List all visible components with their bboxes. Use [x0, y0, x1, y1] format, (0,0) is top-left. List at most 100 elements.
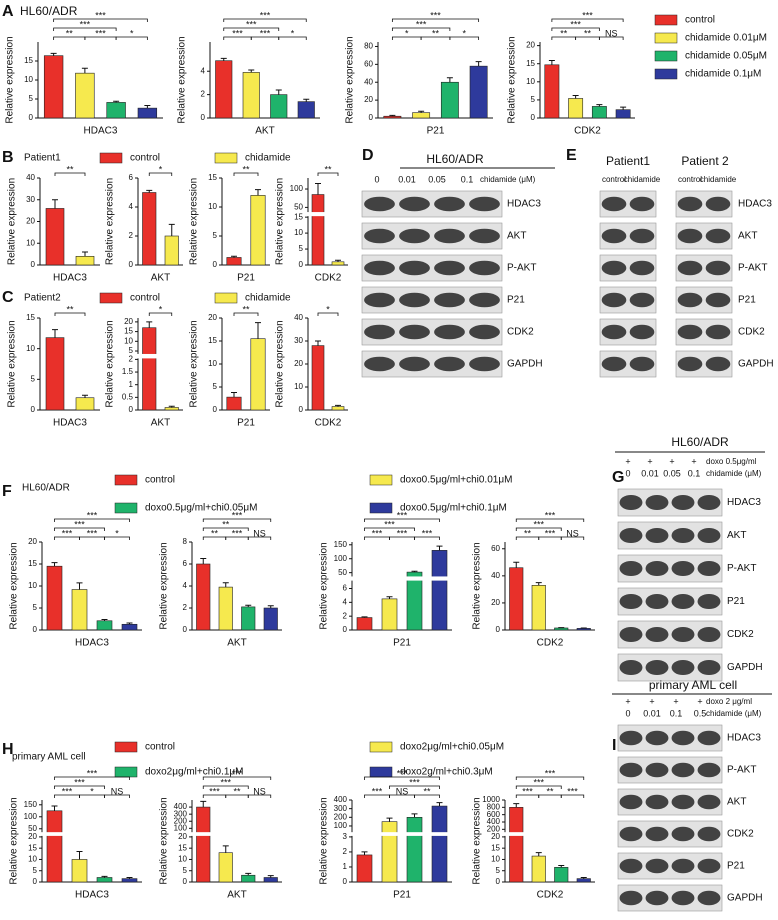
- protein-label: P21: [727, 861, 745, 872]
- legend-swatch: [99, 292, 123, 304]
- y-tick-label: 2: [129, 355, 134, 364]
- blot-band: [364, 196, 395, 212]
- bar: [544, 64, 560, 119]
- y-axis-label: Relative expression: [159, 542, 170, 629]
- axis-break: [347, 832, 452, 836]
- sig-label: *: [159, 164, 163, 174]
- sig-label: ***: [409, 777, 420, 787]
- blot-band: [671, 762, 695, 778]
- sig-bracket: [115, 36, 148, 40]
- legend-swatch: [654, 68, 678, 80]
- y-tick-label: 2: [343, 847, 348, 856]
- sig-label: NS: [605, 28, 618, 38]
- y-tick-label: 0: [129, 405, 134, 414]
- y-axis-label: Relative expression: [7, 320, 18, 407]
- blot-band: [671, 593, 695, 610]
- legend-label: doxo2μg/ml+chi0.1μM: [145, 767, 244, 778]
- y-tick-label: 0: [183, 877, 188, 886]
- y-axis-label: Relative expression: [9, 542, 20, 629]
- bar: [469, 65, 488, 119]
- y-tick-label: 400: [487, 817, 501, 826]
- y-tick-label: 0: [343, 877, 348, 886]
- blot-band: [671, 826, 695, 842]
- sig-bracket: [391, 27, 451, 31]
- sig-bracket: [54, 312, 86, 316]
- bar: [331, 406, 345, 411]
- error-bar: [535, 582, 542, 586]
- y-tick-label: 80: [364, 42, 373, 51]
- sig-label: *: [159, 304, 163, 314]
- y-tick-label: 6: [183, 559, 188, 568]
- y-tick-label: 6: [129, 173, 134, 182]
- blot-band: [619, 730, 643, 746]
- blot-title: HL60/ADR: [671, 435, 729, 449]
- sig-label: **: [560, 28, 568, 38]
- legend-swatch: [214, 152, 238, 164]
- sig-bracket: [515, 527, 562, 531]
- y-tick-label: 0: [496, 625, 501, 634]
- y-tick-label: 100: [290, 184, 304, 193]
- sig-label: ***: [95, 10, 106, 20]
- x-axis-label: P21: [427, 126, 445, 137]
- lane-label: 0.05: [663, 468, 681, 478]
- lane-label: +: [669, 456, 674, 466]
- y-tick-label: 15: [24, 56, 33, 65]
- bar: [196, 806, 211, 883]
- y-tick-label: 1.5: [122, 367, 134, 376]
- sig-label: **: [242, 164, 250, 174]
- bar: [71, 589, 88, 631]
- lane-label: +: [691, 456, 696, 466]
- blot-band: [619, 560, 643, 577]
- sig-bracket: [202, 785, 249, 789]
- bar: [196, 563, 211, 631]
- sig-label: *: [326, 304, 330, 314]
- bar: [531, 585, 546, 631]
- axis-break: [347, 576, 452, 581]
- y-tick-label: 10: [294, 382, 303, 391]
- sig-label: ***: [95, 28, 106, 38]
- bar: [242, 72, 260, 119]
- sig-bracket: [247, 794, 272, 798]
- bar: [96, 620, 113, 631]
- blot-band: [364, 228, 395, 244]
- bar: [270, 94, 288, 119]
- y-tick-label: 600: [487, 810, 501, 819]
- sig-label: ***: [87, 510, 98, 520]
- legend-label: control: [145, 475, 175, 486]
- sig-bracket: [560, 536, 585, 540]
- y-tick-label: 400: [174, 802, 188, 811]
- bar: [440, 81, 459, 119]
- bar: [381, 598, 398, 631]
- protein-label: HDAC3: [727, 497, 761, 508]
- lane-label: 0.1: [670, 708, 683, 718]
- y-tick-label: 200: [334, 812, 348, 821]
- bar: [263, 877, 278, 883]
- blot-band: [671, 794, 695, 810]
- error-bar: [275, 89, 282, 95]
- error-bar: [113, 100, 120, 103]
- x-axis-label: P21: [393, 890, 411, 901]
- panel-letter: B: [2, 149, 14, 166]
- y-tick-label: 3: [343, 832, 348, 841]
- x-axis-label: HDAC3: [75, 890, 109, 901]
- bar: [241, 606, 256, 631]
- protein-label: P-AKT: [727, 765, 756, 776]
- sig-label: ***: [397, 768, 408, 778]
- y-axis-label: Relative expression: [5, 36, 16, 123]
- condition-label: chidamide (μM): [706, 469, 762, 478]
- legend-label: doxo0.5μg/ml+chi0.05μM: [145, 503, 257, 514]
- legend-label: chidamide 0.01μM: [685, 33, 767, 44]
- blot-band: [671, 494, 695, 511]
- blot-band: [434, 228, 465, 244]
- y-tick-label: 5: [129, 346, 134, 355]
- sig-label: *: [90, 786, 94, 796]
- error-bar: [513, 803, 520, 808]
- sig-bracket: [414, 536, 440, 540]
- blot-band: [601, 292, 627, 308]
- sig-label: ***: [232, 768, 243, 778]
- sig-bracket: [560, 794, 585, 798]
- y-tick-label: 5: [183, 866, 188, 875]
- sig-label: **: [222, 519, 230, 529]
- protein-label: P-AKT: [507, 263, 536, 274]
- y-tick-label: 20: [178, 832, 187, 841]
